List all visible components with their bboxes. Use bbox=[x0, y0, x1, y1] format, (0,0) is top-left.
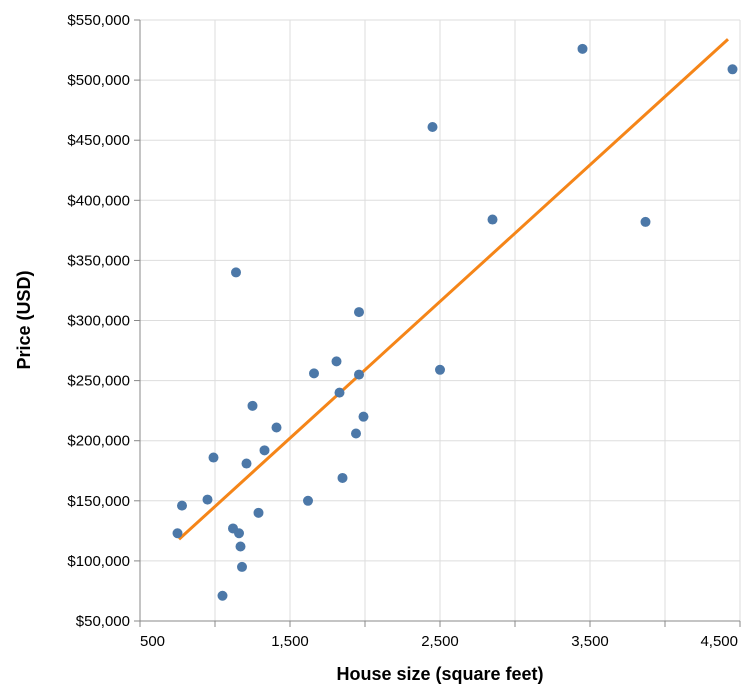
data-point bbox=[259, 445, 270, 456]
data-point bbox=[640, 216, 651, 227]
data-point bbox=[303, 495, 313, 506]
data-point bbox=[487, 214, 498, 225]
data-point bbox=[435, 364, 445, 375]
data-point bbox=[334, 387, 345, 398]
y-tick-label: $150,000 bbox=[67, 493, 130, 510]
y-tick-label: $100,000 bbox=[67, 553, 130, 570]
y-axis-title: Price (USD) bbox=[14, 270, 34, 369]
y-tick-label: $550,000 bbox=[67, 12, 130, 29]
x-axis-title: House size (square feet) bbox=[336, 664, 543, 684]
y-tick-label: $300,000 bbox=[67, 313, 130, 330]
data-point bbox=[237, 561, 247, 572]
x-tick-label: 500 bbox=[140, 633, 165, 650]
y-tick-label: $400,000 bbox=[67, 192, 130, 209]
data-point bbox=[231, 267, 241, 278]
y-axis-ticks: $50,000 $100,000 $150,000 $200,000 $250,000 $… bbox=[67, 12, 140, 630]
data-point bbox=[337, 472, 348, 483]
data-point bbox=[253, 507, 264, 518]
data-point bbox=[309, 368, 319, 379]
grid bbox=[139, 19, 741, 622]
data-point bbox=[247, 400, 258, 411]
x-tick-label: 2,500 bbox=[421, 633, 459, 650]
data-point bbox=[358, 411, 369, 422]
trendline-group bbox=[177, 38, 730, 541]
y-tick-label: $250,000 bbox=[67, 373, 130, 390]
x-tick-label: 3,500 bbox=[571, 633, 609, 650]
data-point bbox=[351, 428, 361, 439]
data-point bbox=[727, 64, 738, 75]
data-point bbox=[202, 494, 213, 505]
data-point bbox=[217, 590, 228, 601]
data-point bbox=[577, 43, 588, 54]
x-tick-label: 4,500 bbox=[700, 633, 738, 650]
data-point bbox=[177, 500, 187, 511]
data-points bbox=[172, 43, 738, 601]
y-tick-label: $50,000 bbox=[76, 613, 130, 630]
data-point bbox=[427, 121, 438, 132]
data-point bbox=[172, 528, 183, 539]
data-point bbox=[271, 422, 282, 433]
trendline bbox=[177, 38, 730, 541]
data-point bbox=[208, 452, 219, 463]
y-tick-label: $450,000 bbox=[67, 132, 130, 149]
data-point bbox=[234, 528, 244, 539]
y-tick-label: $500,000 bbox=[67, 72, 130, 89]
data-point bbox=[354, 307, 364, 318]
y-tick-label: $350,000 bbox=[67, 252, 130, 269]
x-axis-ticks: 500 1,500 2,500 3,500 4,500 bbox=[139, 621, 741, 650]
data-point bbox=[235, 541, 246, 552]
x-tick-label: 1,500 bbox=[271, 633, 309, 650]
y-tick-label: $200,000 bbox=[67, 433, 130, 450]
data-point bbox=[241, 458, 252, 469]
data-point bbox=[331, 356, 342, 367]
data-point bbox=[354, 369, 364, 380]
